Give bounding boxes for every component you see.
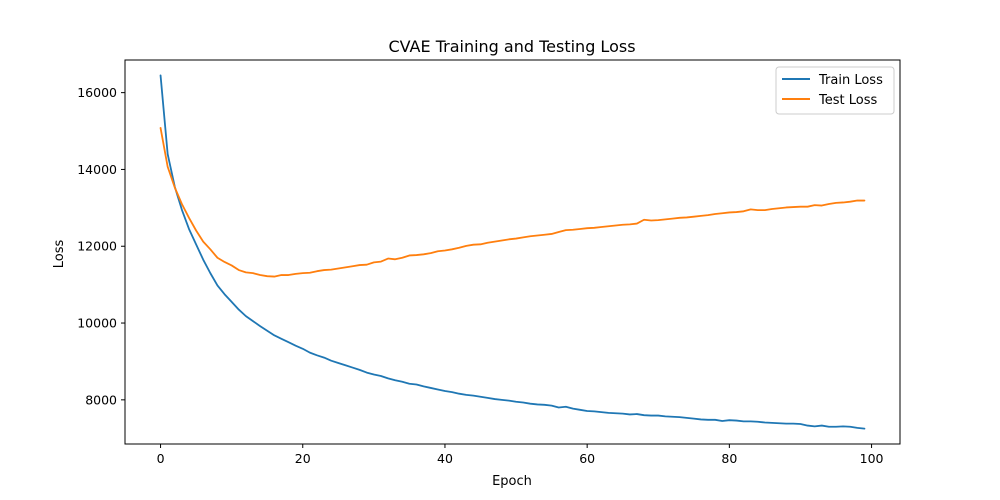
x-tick-label: 20 — [295, 451, 311, 466]
series-line-train-loss — [159, 74, 866, 430]
x-axis-label: Epoch — [492, 474, 532, 489]
y-tick-label: 8000 — [85, 392, 117, 407]
y-tick-label: 10000 — [77, 316, 117, 331]
legend: Train Loss Test Loss — [775, 66, 895, 115]
y-tick-label: 16000 — [77, 85, 117, 100]
x-tick-label: 0 — [157, 451, 165, 466]
series-line-test-loss — [159, 127, 866, 278]
plot-area — [124, 59, 901, 445]
x-tick-label: 60 — [579, 451, 595, 466]
x-axis: 0 20 40 60 80 100 — [157, 444, 884, 466]
x-tick-label: 40 — [437, 451, 453, 466]
y-tick-label: 12000 — [77, 239, 117, 254]
y-axis-label: Loss — [52, 240, 67, 269]
x-tick-label: 80 — [721, 451, 737, 466]
legend-label-train-loss: Train Loss — [818, 73, 883, 88]
x-tick-label: 100 — [860, 451, 884, 466]
y-tick-label: 14000 — [77, 162, 117, 177]
y-axis: 8000 10000 12000 14000 16000 — [77, 85, 125, 407]
series-layer — [159, 74, 866, 430]
plot-frame — [124, 59, 901, 445]
legend-label-test-loss: Test Loss — [818, 93, 877, 108]
chart-title: CVAE Training and Testing Loss — [388, 37, 635, 56]
